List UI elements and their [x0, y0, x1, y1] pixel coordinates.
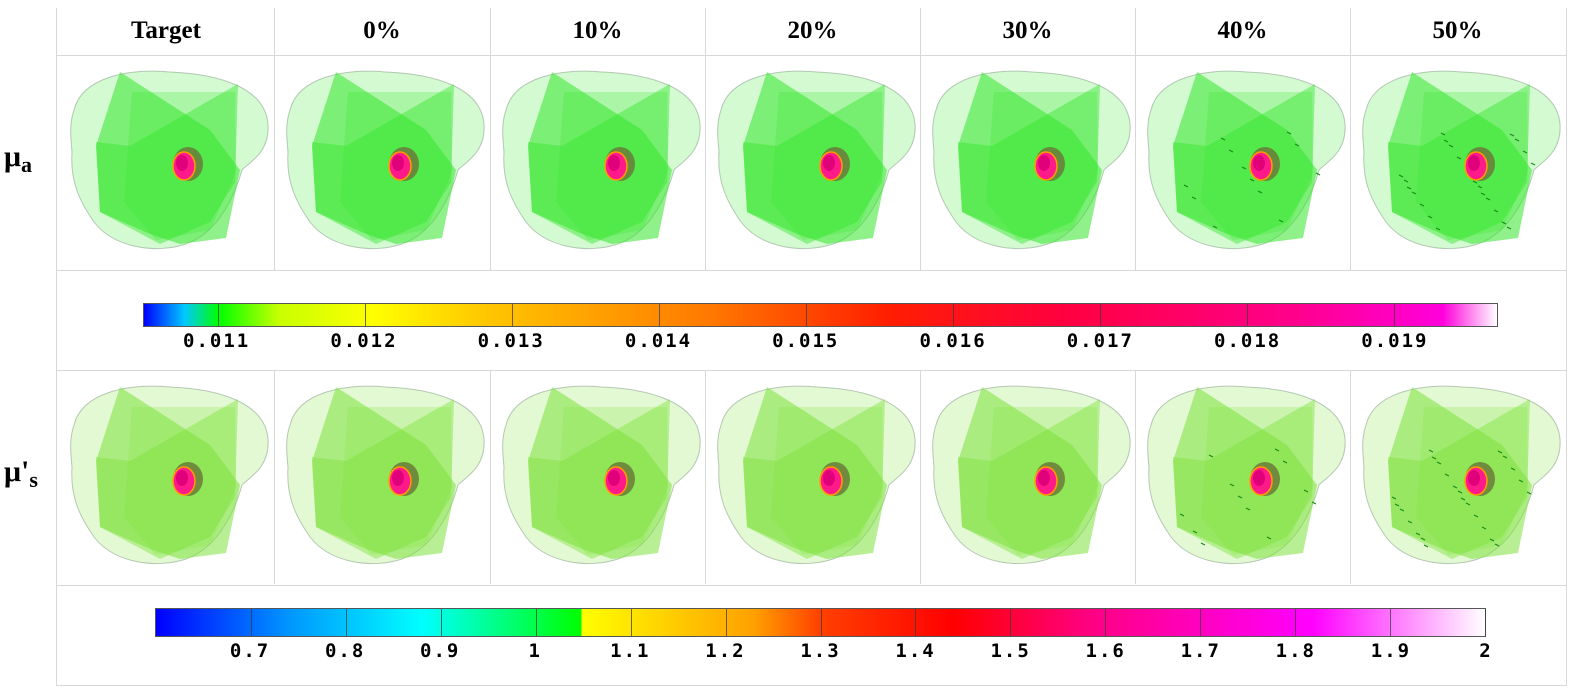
phantom-render-mua-2 [492, 62, 702, 262]
phantom-render-mus-1 [276, 377, 486, 577]
mua-colorbar [143, 303, 1498, 327]
column-header-50pct: 50% [1432, 17, 1483, 44]
colorbar-tick [250, 609, 252, 636]
colorbar-tick [1394, 304, 1396, 326]
colorbar-tick [1295, 609, 1297, 636]
row-label-mua: μa [4, 140, 33, 177]
colorbar-tick-label: 1.2 [705, 640, 746, 662]
grid-line [274, 370, 275, 584]
column-header-20pct: 20% [787, 17, 838, 44]
colorbar-tick [1485, 609, 1486, 636]
colorbar-tick [915, 609, 917, 636]
colorbar-tick [217, 304, 219, 326]
mus-colorbar [155, 608, 1486, 637]
colorbar-tick [1010, 609, 1012, 636]
phantom-render-mua-5 [1137, 62, 1347, 262]
colorbar-tick [805, 304, 807, 326]
phantom-render-mua-3 [707, 62, 917, 262]
colorbar-tick-label: 0.015 [772, 330, 840, 352]
grid-line [56, 8, 57, 686]
row-label-mus: μ's [4, 455, 38, 492]
grid-line [1350, 8, 1351, 270]
colorbar-tick-label: 1.7 [1180, 640, 1221, 662]
colorbar-tick-label: 0.016 [919, 330, 987, 352]
phantom-render-mus-2 [492, 377, 702, 577]
grid-line [56, 55, 1566, 56]
colorbar-tick-label: 0.012 [330, 330, 398, 352]
grid-line [1566, 8, 1567, 686]
phantom-render-mus-0 [60, 377, 270, 577]
colorbar-tick-label: 2 [1479, 640, 1493, 662]
phantom-render-mus-4 [922, 377, 1132, 577]
colorbar-tick-label: 0.8 [324, 640, 366, 662]
colorbar-tick [630, 609, 632, 636]
phantom-render-mua-0 [60, 62, 270, 262]
grid-line [56, 685, 1566, 686]
colorbar-tick-label: 0.018 [1214, 330, 1282, 352]
colorbar-tick [1390, 609, 1392, 636]
column-header-30pct: 30% [1002, 17, 1053, 44]
grid-line [1350, 370, 1351, 584]
phantom-render-mus-6 [1352, 377, 1562, 577]
grid-line [490, 370, 491, 584]
colorbar-tick [511, 304, 513, 326]
colorbar-tick [658, 304, 660, 326]
phantom-render-mus-5 [1137, 377, 1347, 577]
colorbar-tick [1246, 304, 1248, 326]
colorbar-tick-label: 0.014 [624, 330, 693, 352]
phantom-render-mua-6 [1352, 62, 1562, 262]
colorbar-tick [952, 304, 954, 326]
grid-line [56, 370, 1566, 371]
column-header-0pct: 0% [363, 17, 401, 44]
colorbar-tick [1099, 304, 1101, 326]
colorbar-tick [1200, 609, 1202, 636]
colorbar-tick-label: 0.7 [229, 640, 271, 662]
colorbar-tick-label: 1.4 [895, 640, 936, 662]
phantom-render-mua-4 [922, 62, 1132, 262]
phantom-render-mus-3 [707, 377, 917, 577]
colorbar-tick-label: 1.6 [1085, 640, 1126, 662]
colorbar-tick-label: 0.011 [183, 330, 251, 352]
colorbar-tick-label: 1.3 [800, 640, 841, 662]
grid-line [920, 8, 921, 270]
colorbar-tick-label: 1 [528, 640, 543, 662]
grid-line [705, 370, 706, 584]
colorbar-tick-label: 0.9 [420, 640, 461, 662]
grid-line [920, 370, 921, 584]
grid-line [1135, 8, 1136, 270]
column-header-target: Target [131, 17, 201, 44]
colorbar-tick-label: 1.8 [1275, 640, 1317, 662]
phantom-render-mua-1 [276, 62, 486, 262]
grid-line [490, 8, 491, 270]
colorbar-tick [535, 609, 537, 636]
colorbar-tick [820, 609, 822, 636]
colorbar-tick [1105, 609, 1107, 636]
column-header-40pct: 40% [1217, 17, 1268, 44]
grid-line [56, 585, 1566, 586]
grid-line [1135, 370, 1136, 584]
colorbar-tick-label: 1.1 [610, 640, 651, 662]
colorbar-tick-label: 0.013 [477, 330, 545, 352]
column-header-10pct: 10% [572, 17, 623, 44]
colorbar-tick [725, 609, 727, 636]
colorbar-tick [364, 304, 366, 326]
colorbar-tick-label: 0.019 [1361, 330, 1429, 352]
colorbar-tick-label: 0.017 [1066, 330, 1134, 352]
colorbar-tick [440, 609, 442, 636]
grid-line [56, 270, 1566, 271]
colorbar-tick-label: 1.9 [1370, 640, 1412, 662]
grid-line [274, 8, 275, 270]
colorbar-tick [345, 609, 347, 636]
colorbar-tick-label: 1.5 [990, 640, 1031, 662]
grid-line [705, 8, 706, 270]
